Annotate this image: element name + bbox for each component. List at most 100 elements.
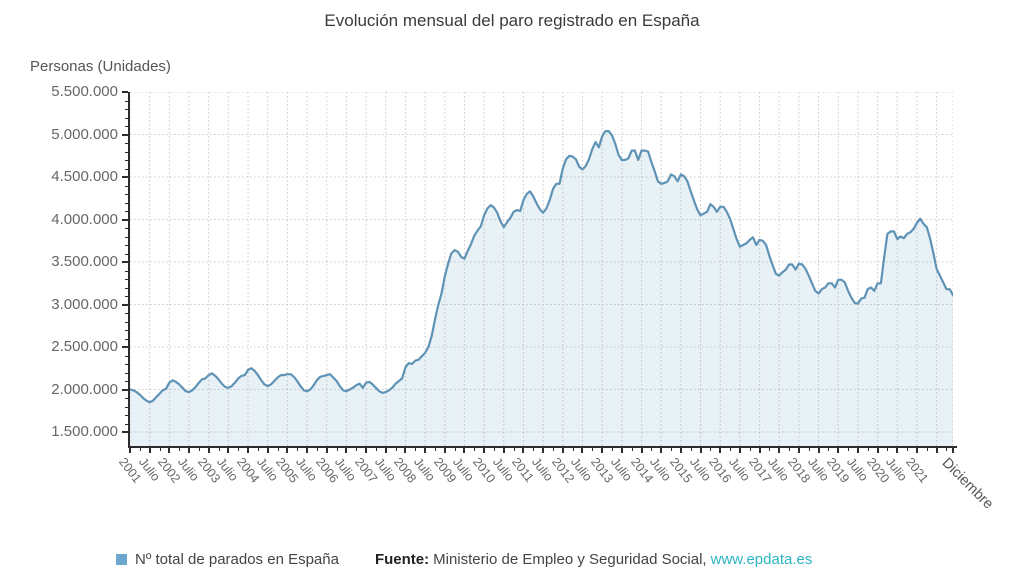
- x-tick-major: [601, 448, 604, 453]
- x-tick-major: [227, 448, 230, 453]
- x-tick-major: [738, 448, 741, 453]
- y-tick-minor: [125, 100, 128, 102]
- y-tick-minor: [125, 168, 128, 170]
- x-tick-label: Julio: [529, 455, 556, 484]
- x-tick-minor: [297, 448, 299, 451]
- x-tick-minor: [848, 448, 850, 451]
- y-tick-major: [122, 303, 128, 306]
- x-tick-major: [365, 448, 368, 453]
- y-tick-label: 3.500.000: [51, 253, 118, 270]
- x-tick-label: 2021: [902, 455, 932, 486]
- y-tick-major: [122, 346, 128, 348]
- x-tick-minor: [730, 448, 732, 451]
- y-tick-minor: [125, 313, 128, 314]
- x-tick-minor: [218, 448, 220, 451]
- plot-area: [130, 92, 953, 446]
- x-tick-minor: [828, 448, 830, 451]
- x-tick-minor: [513, 448, 515, 451]
- x-tick-major: [758, 448, 761, 453]
- x-tick-major: [443, 448, 446, 453]
- x-tick-minor: [139, 448, 141, 451]
- x-tick-minor: [179, 448, 181, 451]
- x-tick-major: [502, 448, 505, 453]
- x-tick-major: [424, 448, 427, 453]
- x-tick-major: [856, 448, 859, 453]
- x-tick-major: [935, 448, 938, 453]
- x-tick-major: [384, 448, 387, 453]
- x-tick-major: [876, 448, 879, 453]
- y-tick-major: [122, 133, 128, 136]
- x-tick-minor: [611, 448, 613, 451]
- x-tick-minor: [671, 448, 673, 451]
- x-tick-minor: [356, 448, 358, 451]
- x-tick-major: [915, 448, 918, 453]
- y-tick-minor: [125, 211, 128, 212]
- footer: Nº total de parados en España Fuente: Min…: [116, 551, 812, 568]
- x-tick-major: [148, 448, 151, 453]
- y-tick-minor: [125, 160, 128, 161]
- legend-label: Nº total de parados en España: [135, 551, 339, 568]
- x-tick-minor: [789, 448, 791, 451]
- y-tick-label: 1.500.000: [51, 423, 118, 440]
- x-tick-minor: [454, 448, 456, 451]
- x-tick-minor: [474, 448, 476, 451]
- x-tick-minor: [690, 448, 692, 451]
- y-tick-major: [122, 91, 128, 93]
- x-tick-minor: [277, 448, 279, 451]
- y-tick-minor: [125, 423, 128, 425]
- y-tick-minor: [125, 194, 128, 195]
- x-tick-major: [306, 448, 309, 453]
- y-tick-label: 2.000.000: [51, 380, 118, 398]
- x-tick-major: [620, 448, 623, 453]
- x-tick-label: Diciembre: [938, 455, 997, 513]
- x-tick-major: [404, 448, 407, 453]
- x-tick-major: [699, 448, 702, 453]
- y-tick-minor: [125, 253, 128, 255]
- y-axis-line: [128, 92, 130, 448]
- x-tick-major: [719, 448, 722, 453]
- x-tick-major: [581, 448, 584, 453]
- x-tick-major: [952, 448, 954, 453]
- x-tick-major: [247, 448, 250, 453]
- y-tick-minor: [125, 381, 128, 382]
- x-tick-major: [660, 448, 663, 453]
- x-tick-major: [207, 448, 210, 453]
- source-text: Ministerio de Empleo y Seguridad Social,: [433, 551, 707, 568]
- x-tick-major: [561, 448, 564, 453]
- y-tick-major: [122, 388, 128, 391]
- x-tick-major: [463, 448, 466, 453]
- y-axis-title: Personas (Unidades): [30, 58, 171, 75]
- legend-marker-square-icon: [116, 554, 127, 565]
- x-tick-minor: [907, 448, 909, 451]
- y-tick-minor: [125, 364, 128, 365]
- x-tick-minor: [493, 448, 495, 451]
- y-tick-minor: [125, 338, 128, 340]
- x-tick-major: [640, 448, 643, 453]
- x-tick-minor: [159, 448, 161, 451]
- y-tick-label: 5.500.000: [51, 83, 118, 100]
- x-tick-minor: [946, 448, 948, 451]
- x-tick-major: [817, 448, 820, 453]
- y-tick-minor: [125, 355, 128, 357]
- x-tick-minor: [710, 448, 712, 451]
- y-tick-minor: [125, 143, 128, 144]
- y-tick-label: 2.500.000: [51, 338, 118, 355]
- x-tick-minor: [808, 448, 810, 451]
- x-tick-minor: [336, 448, 338, 451]
- y-tick-major: [122, 176, 128, 178]
- x-tick-major: [325, 448, 328, 453]
- y-tick-minor: [125, 372, 128, 374]
- x-tick-minor: [257, 448, 259, 451]
- y-tick-major: [122, 431, 128, 433]
- y-tick-minor: [125, 398, 128, 399]
- y-tick-minor: [125, 151, 128, 153]
- y-tick-label: 5.000.000: [51, 125, 118, 143]
- source-link[interactable]: www.epdata.es: [710, 551, 813, 568]
- x-tick-major: [188, 448, 191, 453]
- source-prefix: Fuente:: [374, 551, 430, 568]
- y-tick-minor: [125, 109, 128, 110]
- y-tick-minor: [125, 228, 128, 229]
- x-tick-minor: [375, 448, 377, 451]
- x-tick-major: [266, 448, 269, 453]
- y-tick-minor: [125, 406, 128, 408]
